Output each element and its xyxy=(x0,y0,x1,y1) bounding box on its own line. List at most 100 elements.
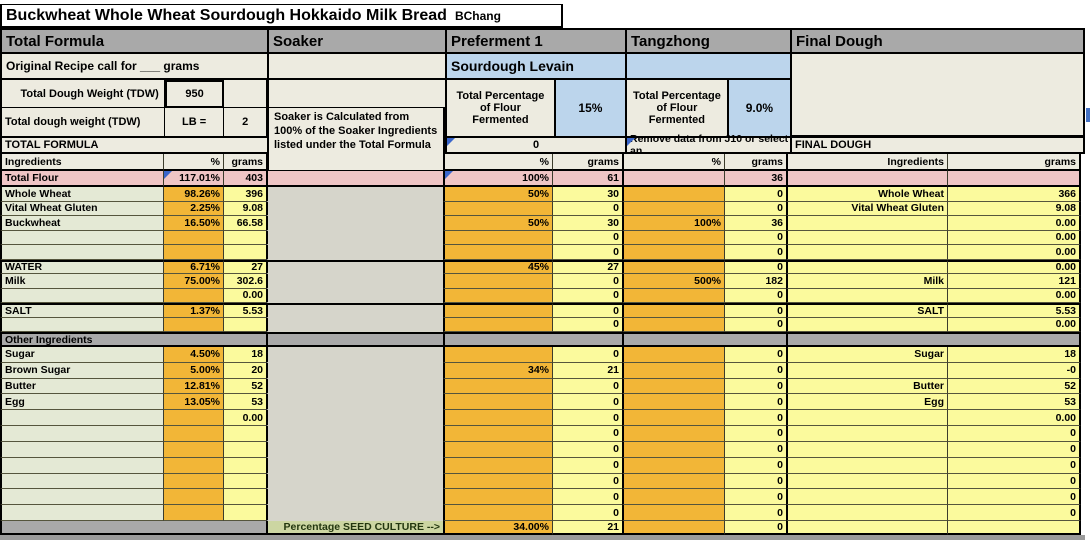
soaker-empty-cell-2[interactable] xyxy=(269,80,445,108)
lb-label-cell[interactable]: LB = xyxy=(164,108,225,137)
cell-preferment-pct[interactable] xyxy=(443,426,553,442)
lb-value-cell[interactable]: 2 xyxy=(224,108,267,137)
cell-tf-grams[interactable] xyxy=(224,457,267,474)
cell-soaker[interactable] xyxy=(266,230,444,245)
cell-tf-pct[interactable] xyxy=(164,473,224,490)
cell-tangzhong-pct[interactable] xyxy=(622,230,725,245)
cell-tangzhong-pct[interactable] xyxy=(622,201,725,216)
cell-tf-ingredient[interactable] xyxy=(0,317,164,332)
col-header-grams[interactable]: grams xyxy=(553,154,623,170)
cell-fd-grams[interactable]: 0.00 xyxy=(948,317,1081,332)
cell-fd-ingredient[interactable] xyxy=(786,362,948,379)
cell-fd-ingredient[interactable]: Butter xyxy=(786,378,948,395)
cell-tf-pct[interactable]: 75.00% xyxy=(164,274,224,289)
cell-tf-grams[interactable] xyxy=(224,473,267,490)
cell-fd-grams[interactable]: 121 xyxy=(948,274,1081,289)
cell-tf-ingredient[interactable]: SALT xyxy=(0,303,164,318)
cell-soaker[interactable] xyxy=(266,347,444,363)
cell-preferment-pct[interactable] xyxy=(443,288,553,303)
cell-preferment-grams[interactable]: 0 xyxy=(553,303,623,318)
cell-soaker[interactable] xyxy=(266,378,444,395)
cell-tf-ingredient[interactable]: Buckwheat xyxy=(0,216,164,231)
cell-fd-ingredient[interactable] xyxy=(786,170,948,187)
cell-fd-ingredient[interactable] xyxy=(786,317,948,332)
preferment-fermented-value[interactable]: 15% xyxy=(555,80,625,136)
cell-tf-ingredient[interactable]: Sugar xyxy=(0,347,164,363)
cell-preferment-pct[interactable] xyxy=(443,274,553,289)
cell-soaker[interactable] xyxy=(266,394,444,411)
cell-preferment-grams[interactable]: 0 xyxy=(553,245,623,260)
cell-preferment-pct[interactable]: 50% xyxy=(443,187,553,202)
cell-tf-grams[interactable] xyxy=(224,441,267,458)
cell-tf-pct[interactable] xyxy=(164,245,224,260)
tdw-value-cell[interactable]: 950 xyxy=(164,80,225,108)
cell-preferment-pct[interactable] xyxy=(443,245,553,260)
cell-tf-pct[interactable]: 98.26% xyxy=(164,187,224,202)
cell-soaker[interactable] xyxy=(266,489,444,506)
col-header-ingredients[interactable]: Ingredients xyxy=(786,154,948,170)
cell-fd-grams[interactable]: 0.00 xyxy=(948,410,1081,427)
cell-fd-grams[interactable]: 0 xyxy=(948,441,1081,458)
cell-preferment-pct[interactable] xyxy=(443,347,553,363)
cell-preferment-grams[interactable]: 0 xyxy=(553,230,623,245)
cell-tf-pct[interactable]: 13.05% xyxy=(164,394,224,411)
cell-tangzhong-pct[interactable] xyxy=(622,473,725,490)
cell-tf-pct[interactable] xyxy=(164,410,224,427)
cell-tangzhong-pct[interactable] xyxy=(622,245,725,260)
other-ingredients-label[interactable]: Other Ingredients xyxy=(0,332,267,347)
cell-tf-pct[interactable] xyxy=(164,317,224,332)
cell-preferment-pct[interactable] xyxy=(443,457,553,474)
cell-tangzhong-grams[interactable]: 0 xyxy=(725,378,787,395)
cell-fd-grams[interactable]: 0.00 xyxy=(948,245,1081,260)
cell-fd-grams[interactable]: -0 xyxy=(948,362,1081,379)
cell-tangzhong-grams[interactable]: 0 xyxy=(725,288,787,303)
tangzhong-note-cell[interactable]: Remove data from J10 or select an xyxy=(627,133,790,157)
cell-soaker[interactable] xyxy=(266,505,444,521)
cell-fd-grams[interactable]: 0.00 xyxy=(948,259,1081,274)
cell-tf-grams[interactable]: 396 xyxy=(224,187,267,202)
header-final-dough[interactable]: Final Dough xyxy=(792,28,1083,54)
tangzhong-fermented-value[interactable]: 9.0% xyxy=(728,80,790,136)
tangzhong-fermented-label[interactable]: Total Percentage of Flour Fermented xyxy=(627,80,729,136)
cell-preferment-grams[interactable]: 30 xyxy=(553,187,623,202)
cell-tf-pct[interactable] xyxy=(164,230,224,245)
cell-fd-grams[interactable] xyxy=(948,520,1081,535)
cell-tf-grams[interactable]: 0.00 xyxy=(224,410,267,427)
soaker-empty-cell-1[interactable] xyxy=(269,54,445,80)
cell-preferment-grams[interactable]: 0 xyxy=(553,410,623,427)
cell-tangzhong-grams[interactable]: 0 xyxy=(725,520,787,535)
cell-preferment-pct[interactable] xyxy=(443,441,553,458)
header-total-formula[interactable]: Total Formula xyxy=(2,28,267,54)
cell-fd-ingredient[interactable] xyxy=(786,230,948,245)
cell-tf-grams[interactable]: 0.00 xyxy=(224,288,267,303)
cell-tf-ingredient[interactable] xyxy=(0,426,164,442)
final-dough-table-label[interactable]: FINAL DOUGH xyxy=(792,137,1083,154)
cell-tangzhong-pct[interactable] xyxy=(622,362,725,379)
cell-tf-ingredient[interactable] xyxy=(0,473,164,490)
soaker-note[interactable]: Soaker is Calculated from 100% of the So… xyxy=(267,108,445,170)
cell-tangzhong-grams[interactable]: 0 xyxy=(725,394,787,411)
cell-tangzhong-grams[interactable]: 0 xyxy=(725,317,787,332)
cell-tangzhong-pct[interactable] xyxy=(622,426,725,442)
cell-tf-pct[interactable]: 2.25% xyxy=(164,201,224,216)
cell-fd-ingredient[interactable]: Milk xyxy=(786,274,948,289)
cell-tangzhong-grams[interactable]: 36 xyxy=(725,170,787,187)
cell-tf-pct[interactable]: 12.81% xyxy=(164,378,224,395)
cell-preferment-pct[interactable]: 45% xyxy=(443,259,553,274)
cell-tangzhong-grams[interactable]: 0 xyxy=(725,441,787,458)
cell-preferment-pct[interactable] xyxy=(443,201,553,216)
seed-culture-label[interactable]: Percentage SEED CULTURE --> xyxy=(266,520,444,535)
col-header-pct[interactable]: % xyxy=(622,154,725,170)
cell-preferment-grams[interactable]: 21 xyxy=(553,362,623,379)
col-header-pct[interactable]: % xyxy=(164,154,224,170)
cell-soaker[interactable] xyxy=(266,245,444,260)
cell-fd-ingredient[interactable] xyxy=(786,473,948,490)
cell-tf-grams[interactable]: 5.53 xyxy=(224,303,267,318)
cell-tangzhong-grams[interactable]: 0 xyxy=(725,201,787,216)
cell-soaker[interactable] xyxy=(266,441,444,458)
cell-tf-pct[interactable]: 6.71% xyxy=(164,259,224,274)
cell-tf-ingredient[interactable]: Vital Wheat Gluten xyxy=(0,201,164,216)
cell-fd-grams[interactable]: 0 xyxy=(948,426,1081,442)
cell-soaker[interactable] xyxy=(266,288,444,303)
cell-tangzhong-grams[interactable]: 0 xyxy=(725,303,787,318)
